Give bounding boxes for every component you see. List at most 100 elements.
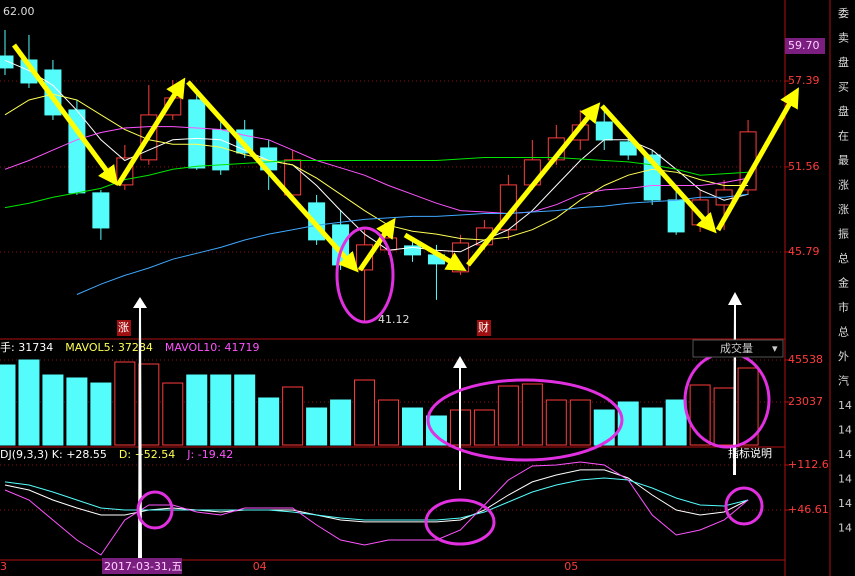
volume-bar — [330, 399, 352, 446]
candle-body — [667, 199, 685, 233]
side-panel-text: 总 — [838, 325, 849, 339]
volume-bar — [737, 367, 759, 446]
volume-bar — [354, 379, 376, 446]
candle-body — [403, 245, 421, 256]
volume-bar — [66, 377, 88, 446]
side-panel-text: 14 — [838, 448, 852, 461]
y-tick-label: 57.39 — [788, 74, 820, 87]
line — [4, 461, 749, 556]
selector[interactable] — [692, 339, 784, 358]
volume-bar — [665, 399, 687, 446]
candle-body — [188, 99, 206, 169]
low-mark: 41.12 — [378, 313, 410, 326]
side-panel-text: 卖 — [838, 32, 849, 45]
y-tick-label: +46.61 — [788, 503, 829, 516]
side-panel-text: 最 — [838, 154, 849, 167]
side-panel-text: 14 — [838, 497, 852, 510]
side-panel-text: 在 — [838, 130, 849, 143]
volume-bar — [42, 374, 64, 446]
x-tick-label: 04 — [253, 560, 267, 573]
candle-body — [212, 129, 230, 171]
volume-bar — [18, 359, 40, 446]
annotations — [11, 43, 799, 560]
side-panel-text: 14 — [838, 522, 852, 535]
y-tick-label: +112.6 — [788, 458, 829, 471]
side-panel-text: 委 — [838, 7, 849, 20]
legend-entry: D: +52.54 — [119, 448, 175, 461]
volume-bar — [210, 374, 232, 446]
candle-body — [619, 141, 637, 156]
side-panel-text: 14 — [838, 424, 852, 437]
volume-bar — [545, 399, 567, 446]
volume-bar — [114, 361, 136, 446]
volume-bar — [425, 415, 447, 446]
volume-bar — [282, 386, 304, 446]
y-tick-label: 23037 — [788, 395, 823, 408]
side-panel-text: 盘 — [838, 104, 849, 118]
line — [4, 469, 749, 523]
event-marker: 涨 — [118, 321, 129, 334]
volume-bar — [234, 374, 256, 446]
volume-bar — [258, 397, 280, 446]
volume-bar — [713, 387, 735, 446]
candle-body — [595, 121, 613, 141]
legend-entry: DJ(9,3,3) K: +28.55 — [0, 448, 107, 461]
volume-bar — [378, 399, 400, 446]
selector-arrow: ▾ — [772, 342, 778, 355]
legend-entry: MAVOL10: 41719 — [165, 341, 260, 354]
side-panel-text: 涨 — [838, 203, 849, 216]
candle-body — [92, 192, 110, 229]
x-tick-label: 3 — [0, 560, 7, 573]
line — [4, 157, 749, 209]
volume-bar — [521, 383, 543, 446]
line — [4, 477, 749, 521]
volume-bar — [617, 401, 639, 446]
side-panel-text: 涨 — [838, 179, 849, 192]
volume-bar — [473, 409, 495, 446]
y-tick-label: 51.56 — [788, 160, 820, 173]
side-panel-text: 14 — [838, 399, 852, 412]
volume-bar — [497, 385, 519, 446]
line — [4, 126, 749, 215]
volume-bar — [162, 382, 184, 446]
side-panel-text: 振 — [838, 227, 849, 241]
side-panel-text: 总 — [838, 251, 849, 265]
price-tag-bg — [785, 38, 825, 54]
side-panel-text: 汽 — [838, 374, 849, 388]
y-tick-label: 45.79 — [788, 245, 820, 258]
legend-entry: 手: 31734 — [0, 340, 53, 354]
side-panel-text: 盘 — [838, 55, 849, 69]
side-panel-text: 14 — [838, 473, 852, 486]
volume-bar — [90, 382, 112, 446]
legend-entry: J: -19.42 — [186, 448, 233, 461]
marker-bg — [477, 320, 491, 336]
volume-bar — [569, 399, 591, 446]
volume-bar — [186, 374, 208, 446]
selector-label[interactable]: 成交量 — [720, 341, 753, 355]
marker-bg — [117, 320, 131, 336]
volume-bar — [401, 407, 423, 446]
candle-body — [451, 242, 469, 273]
event-marker: 财 — [478, 320, 489, 334]
candle-body — [20, 59, 38, 84]
high-mark: 62.00 — [3, 5, 35, 18]
line — [76, 193, 749, 295]
y-tick-label: 45538 — [788, 353, 823, 366]
volume-bar — [138, 363, 160, 446]
side-panel-text: 市 — [838, 300, 849, 314]
candle-body — [0, 55, 14, 69]
help-link[interactable]: 指标说明 — [728, 446, 772, 460]
x-tick-label: 05 — [564, 560, 578, 573]
volume-bar — [306, 407, 328, 446]
volume-bar — [641, 407, 663, 446]
current-price: 59.70 — [788, 39, 820, 52]
cursor-bg — [102, 558, 182, 574]
side-panel-text: 买 — [838, 81, 849, 94]
legend-entry: MAVOL5: 37284 — [65, 341, 153, 354]
side-panel-text: 金 — [838, 276, 849, 290]
volume-bar — [593, 409, 615, 446]
cursor-date: 2017-03-31,五 — [104, 560, 182, 573]
